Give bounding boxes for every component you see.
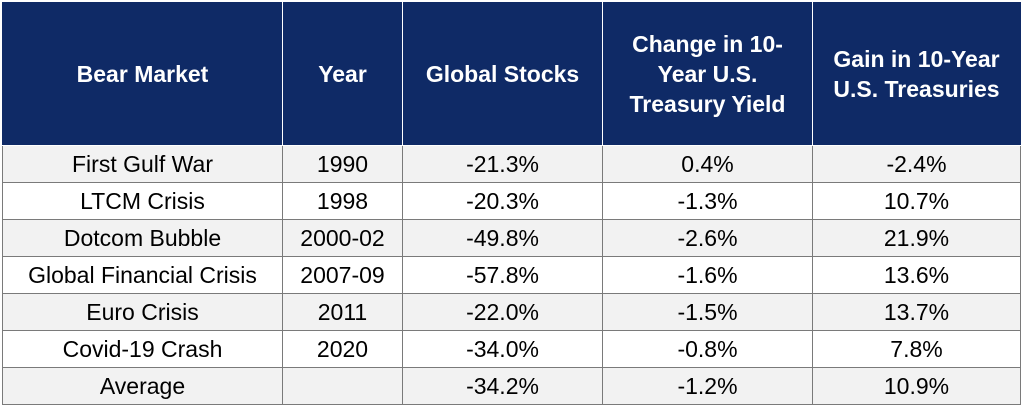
cell-treasury-gain: 21.9% bbox=[812, 219, 1021, 257]
cell-bear-market: LTCM Crisis bbox=[2, 182, 283, 220]
cell-yield-change: 0.4% bbox=[602, 145, 813, 183]
cell-year: 2020 bbox=[282, 330, 403, 368]
cell-treasury-gain: 10.9% bbox=[812, 367, 1021, 405]
cell-global-stocks: -57.8% bbox=[402, 256, 603, 294]
cell-treasury-gain: 13.6% bbox=[812, 256, 1021, 294]
table-row: Euro Crisis 2011 -22.0% -1.5% 13.7% bbox=[2, 293, 1021, 331]
header-treasury-yield-change: Change in 10-Year U.S. Treasury Yield bbox=[602, 2, 813, 146]
table-row-average: Average -34.2% -1.2% 10.9% bbox=[2, 367, 1021, 405]
cell-year: 2000-02 bbox=[282, 219, 403, 257]
cell-global-stocks: -34.0% bbox=[402, 330, 603, 368]
cell-global-stocks: -22.0% bbox=[402, 293, 603, 331]
table-body: First Gulf War 1990 -21.3% 0.4% -2.4% LT… bbox=[2, 145, 1021, 405]
cell-treasury-gain: 13.7% bbox=[812, 293, 1021, 331]
header-bear-market: Bear Market bbox=[2, 2, 283, 146]
cell-bear-market: Global Financial Crisis bbox=[2, 256, 283, 294]
cell-global-stocks: -21.3% bbox=[402, 145, 603, 183]
table-row: LTCM Crisis 1998 -20.3% -1.3% 10.7% bbox=[2, 182, 1021, 220]
table-row: Covid-19 Crash 2020 -34.0% -0.8% 7.8% bbox=[2, 330, 1021, 368]
cell-yield-change: -2.6% bbox=[602, 219, 813, 257]
cell-bear-market: First Gulf War bbox=[2, 145, 283, 183]
cell-yield-change: -1.3% bbox=[602, 182, 813, 220]
cell-year bbox=[282, 367, 403, 405]
cell-yield-change: -1.6% bbox=[602, 256, 813, 294]
cell-global-stocks: -34.2% bbox=[402, 367, 603, 405]
header-row: Bear Market Year Global Stocks Change in… bbox=[2, 2, 1021, 146]
table-row: Global Financial Crisis 2007-09 -57.8% -… bbox=[2, 256, 1021, 294]
cell-year: 1990 bbox=[282, 145, 403, 183]
cell-year: 2011 bbox=[282, 293, 403, 331]
cell-year: 1998 bbox=[282, 182, 403, 220]
cell-global-stocks: -49.8% bbox=[402, 219, 603, 257]
table-row: First Gulf War 1990 -21.3% 0.4% -2.4% bbox=[2, 145, 1021, 183]
cell-treasury-gain: 7.8% bbox=[812, 330, 1021, 368]
cell-bear-market: Euro Crisis bbox=[2, 293, 283, 331]
table-row: Dotcom Bubble 2000-02 -49.8% -2.6% 21.9% bbox=[2, 219, 1021, 257]
cell-bear-market: Covid-19 Crash bbox=[2, 330, 283, 368]
cell-year: 2007-09 bbox=[282, 256, 403, 294]
cell-treasury-gain: -2.4% bbox=[812, 145, 1021, 183]
cell-yield-change: -0.8% bbox=[602, 330, 813, 368]
cell-yield-change: -1.5% bbox=[602, 293, 813, 331]
cell-treasury-gain: 10.7% bbox=[812, 182, 1021, 220]
cell-global-stocks: -20.3% bbox=[402, 182, 603, 220]
header-year: Year bbox=[282, 2, 403, 146]
header-treasury-gain: Gain in 10-Year U.S. Treasuries bbox=[812, 2, 1021, 146]
header-global-stocks: Global Stocks bbox=[402, 2, 603, 146]
table-header: Bear Market Year Global Stocks Change in… bbox=[2, 2, 1021, 146]
cell-yield-change: -1.2% bbox=[602, 367, 813, 405]
cell-bear-market: Average bbox=[2, 367, 283, 405]
cell-bear-market: Dotcom Bubble bbox=[2, 219, 283, 257]
